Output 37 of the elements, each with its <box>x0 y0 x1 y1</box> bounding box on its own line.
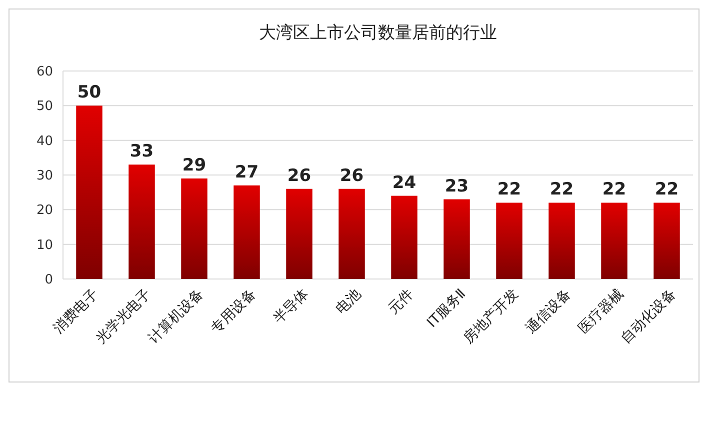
data-label: 29 <box>182 155 206 176</box>
bar <box>76 106 102 279</box>
data-label: 22 <box>497 180 522 200</box>
bar <box>181 178 208 279</box>
data-label: 26 <box>287 166 312 186</box>
bar <box>496 202 522 279</box>
bar <box>548 202 575 279</box>
bar <box>286 188 312 279</box>
y-tick-label: 10 <box>36 238 53 253</box>
bar <box>128 164 155 279</box>
data-label: 23 <box>444 176 469 196</box>
x-tick-label: 电池 <box>332 286 364 318</box>
data-label: 26 <box>340 166 364 186</box>
bar <box>391 196 418 279</box>
bar <box>654 202 680 279</box>
y-tick-label: 40 <box>36 134 53 149</box>
x-tick-label: 通信设备 <box>523 286 574 337</box>
bar <box>234 185 260 279</box>
data-label: 27 <box>234 162 259 182</box>
chart-title: 大湾区上市公司数量居前的行业 <box>259 23 497 43</box>
data-label: 22 <box>550 180 574 200</box>
x-tick-label: 元件 <box>385 286 417 318</box>
data-label: 22 <box>602 180 626 200</box>
y-tick-label: 0 <box>44 272 53 288</box>
x-tick-label: 半导体 <box>270 286 312 327</box>
data-label: 33 <box>130 142 154 162</box>
bar <box>601 202 628 279</box>
bar <box>444 199 470 279</box>
data-label: 50 <box>77 82 102 103</box>
data-label: 24 <box>392 172 416 193</box>
data-label: 22 <box>654 180 679 200</box>
bar <box>338 188 365 279</box>
y-tick-label: 20 <box>36 203 53 218</box>
y-tick-label: 50 <box>36 99 53 114</box>
x-tick-label: 专用设备 <box>208 286 260 337</box>
y-tick-label: 60 <box>36 64 53 80</box>
y-tick-label: 30 <box>36 168 53 184</box>
